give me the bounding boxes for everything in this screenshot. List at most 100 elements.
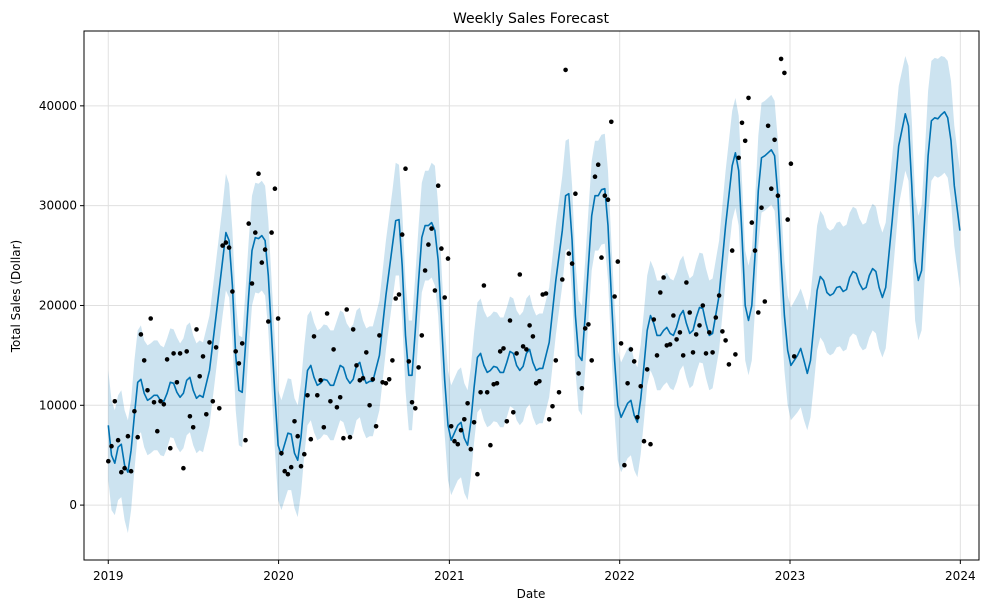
actual-point [455,441,461,447]
actual-point [350,327,356,332]
actual-point [386,377,392,382]
x-axis: 2019 2020 2021 2022 2023 2024 [93,560,976,583]
actual-point [501,346,506,351]
actual-point [288,464,294,470]
actual-point [726,362,732,367]
actual-point [458,427,464,433]
actual-point [266,319,271,324]
actual-point [145,388,150,393]
actual-point [693,332,699,337]
actual-point [190,425,196,430]
actual-point [582,326,588,331]
actual-point [262,247,268,252]
actual-point [468,446,474,452]
actual-point [318,378,323,383]
actual-point [295,433,301,439]
actual-point [204,412,209,417]
actual-point [769,186,774,191]
actual-point [478,390,483,395]
actual-point [599,255,604,260]
actual-point [207,340,212,345]
actual-point [566,251,572,256]
uncertainty-band-area [108,56,960,534]
actual-point [628,347,634,352]
actual-point [684,280,689,285]
actual-point [305,393,310,398]
actual-point [638,384,643,389]
x-tick-label: 2021 [434,569,465,583]
actual-point [439,246,444,251]
actual-point [641,438,647,444]
actual-point [364,350,369,355]
actual-point [765,123,771,129]
actual-point [151,400,157,405]
actual-point [788,161,794,166]
actual-point [171,351,176,356]
actual-points [106,56,797,477]
actual-point [644,367,650,372]
actual-point [520,344,526,349]
y-tick-label: 40000 [39,99,77,113]
actual-point [586,322,591,327]
y-axis: 0 10000 20000 30000 40000 [39,99,84,512]
actual-point [713,315,719,320]
actual-point [560,277,565,282]
actual-point [742,138,748,144]
actual-point [315,393,320,398]
actual-point [128,468,134,474]
actual-point [409,400,415,405]
actual-point [217,406,222,411]
actual-point [484,390,490,395]
actual-point [791,354,797,359]
actual-point [612,294,617,299]
actual-point [141,358,147,363]
forecast-line-layer [107,111,961,473]
actual-point [360,376,366,381]
actual-point [631,359,637,364]
actual-point [579,386,585,391]
forecast-line [107,111,961,473]
actual-point [546,417,552,422]
actual-point [759,205,764,210]
actual-point [112,399,118,404]
actual-point [383,381,389,386]
actual-point [243,437,248,443]
actual-point [746,95,751,101]
actual-point [429,226,434,231]
actual-point [292,419,297,424]
actual-point [530,334,536,339]
actual-point [667,342,673,347]
actual-point [367,403,372,408]
actual-point [605,197,611,202]
actual-point [403,166,408,171]
actual-point [331,347,336,352]
actual-point [514,351,519,356]
actual-point [739,120,745,126]
actual-point [416,365,421,370]
actual-point [677,330,683,335]
actual-point [275,316,281,321]
uncertainty-band [108,56,960,534]
actual-point [615,259,621,264]
y-tick-label: 30000 [39,199,77,213]
plot-area [83,30,980,561]
actual-point [635,415,640,420]
actual-point [279,450,284,456]
actual-point [396,292,402,297]
actual-point [756,310,761,315]
actual-point [125,433,131,439]
actual-point [543,291,549,296]
actual-point [226,245,232,250]
actual-point [654,353,660,358]
actual-point [622,462,627,468]
actual-point [406,359,412,364]
actual-point [445,256,451,261]
actual-point [246,221,251,226]
actual-point [494,381,500,386]
actual-point [618,341,624,346]
actual-point [223,240,229,245]
actual-point [344,307,350,312]
actual-point [298,463,304,469]
actual-point [609,119,614,125]
